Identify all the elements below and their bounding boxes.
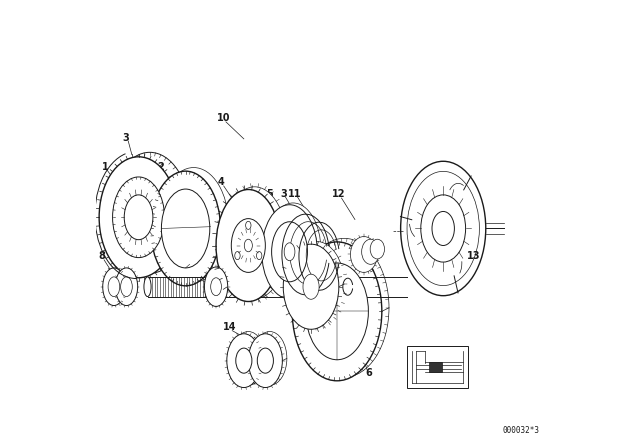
Ellipse shape xyxy=(275,220,311,280)
Ellipse shape xyxy=(103,268,125,306)
Ellipse shape xyxy=(257,252,262,260)
Bar xyxy=(429,362,442,372)
Text: 4: 4 xyxy=(218,177,225,187)
Ellipse shape xyxy=(246,221,251,229)
Ellipse shape xyxy=(292,242,382,381)
Text: 9: 9 xyxy=(192,254,199,264)
Ellipse shape xyxy=(289,241,344,327)
Ellipse shape xyxy=(253,332,287,385)
Text: 14: 14 xyxy=(223,322,236,332)
Bar xyxy=(407,346,468,388)
Ellipse shape xyxy=(159,168,228,282)
Ellipse shape xyxy=(108,277,120,297)
Ellipse shape xyxy=(262,205,317,299)
Ellipse shape xyxy=(113,177,164,258)
Ellipse shape xyxy=(271,222,307,282)
Ellipse shape xyxy=(144,277,151,297)
Text: 8: 8 xyxy=(98,251,105,261)
Ellipse shape xyxy=(421,195,466,262)
Ellipse shape xyxy=(204,267,228,306)
Ellipse shape xyxy=(432,211,454,246)
Ellipse shape xyxy=(306,263,369,360)
Ellipse shape xyxy=(257,348,273,373)
Ellipse shape xyxy=(231,219,266,272)
Ellipse shape xyxy=(115,268,138,306)
Text: 2: 2 xyxy=(157,162,164,172)
Ellipse shape xyxy=(124,172,176,253)
Ellipse shape xyxy=(284,244,339,329)
Ellipse shape xyxy=(231,332,266,385)
Text: 13: 13 xyxy=(467,251,481,261)
Text: 3: 3 xyxy=(123,133,129,142)
Ellipse shape xyxy=(211,278,221,296)
Ellipse shape xyxy=(303,274,319,299)
Text: 11: 11 xyxy=(288,189,301,198)
Text: 10: 10 xyxy=(216,113,230,123)
Ellipse shape xyxy=(110,152,189,273)
Ellipse shape xyxy=(124,195,153,240)
Ellipse shape xyxy=(222,187,287,299)
Ellipse shape xyxy=(161,189,210,268)
Ellipse shape xyxy=(120,277,132,297)
Ellipse shape xyxy=(300,238,389,377)
Ellipse shape xyxy=(236,348,252,373)
Ellipse shape xyxy=(235,251,240,260)
Ellipse shape xyxy=(266,203,321,297)
Text: 7: 7 xyxy=(170,254,177,264)
Ellipse shape xyxy=(370,239,385,259)
Text: 5: 5 xyxy=(266,189,273,198)
Ellipse shape xyxy=(227,334,261,388)
Ellipse shape xyxy=(216,190,280,302)
Text: 6: 6 xyxy=(365,368,372,378)
Ellipse shape xyxy=(284,243,295,261)
Text: 1: 1 xyxy=(102,162,108,172)
Ellipse shape xyxy=(244,239,252,252)
Ellipse shape xyxy=(351,237,378,272)
Text: 000032*3: 000032*3 xyxy=(502,426,540,435)
Text: 12: 12 xyxy=(332,190,346,199)
Text: 3: 3 xyxy=(280,189,287,198)
Ellipse shape xyxy=(401,161,486,296)
Ellipse shape xyxy=(99,157,178,278)
Ellipse shape xyxy=(248,334,282,388)
Ellipse shape xyxy=(313,259,376,356)
Ellipse shape xyxy=(170,185,218,264)
Ellipse shape xyxy=(362,239,380,264)
Ellipse shape xyxy=(150,171,221,286)
